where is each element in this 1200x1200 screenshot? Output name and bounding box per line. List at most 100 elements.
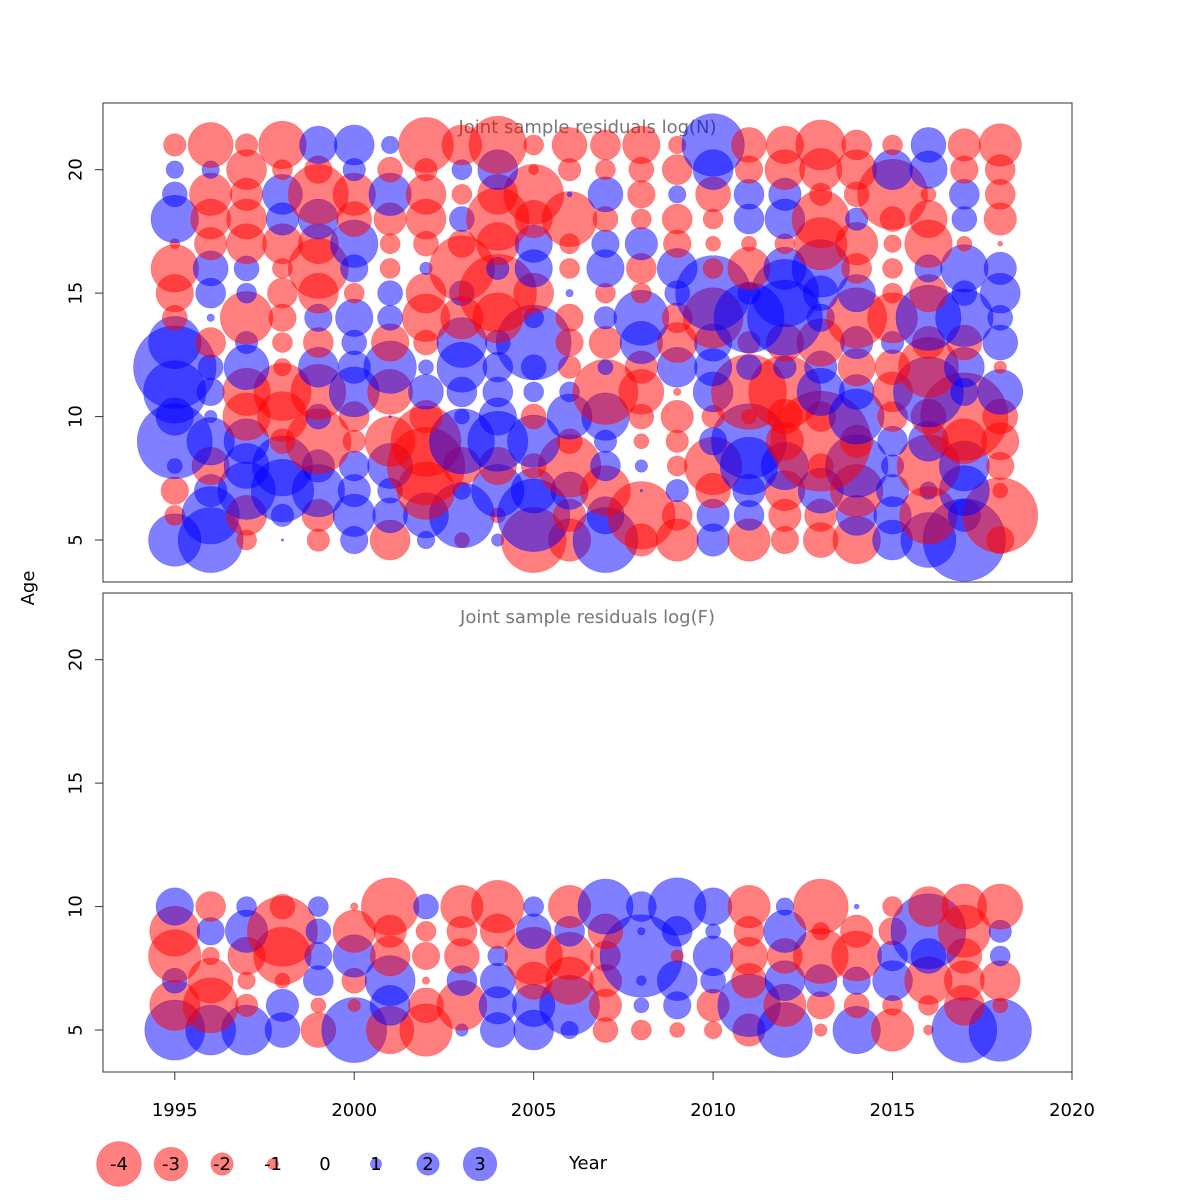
residual-bubble	[577, 878, 634, 935]
legend-label: 3	[474, 1154, 485, 1175]
residual-bubble	[305, 918, 332, 945]
residual-bubble	[920, 186, 937, 203]
residual-bubble	[379, 233, 401, 255]
legend-label: 0	[319, 1154, 330, 1175]
residual-bubble	[342, 429, 366, 453]
residual-bubble	[978, 123, 1022, 167]
residual-bubble	[265, 988, 299, 1022]
x-axis-title: Year	[568, 1153, 608, 1174]
legend-label: -4	[110, 1154, 128, 1175]
residual-bubble	[872, 149, 913, 190]
residual-bubble	[421, 976, 431, 985]
residual-bubble	[775, 897, 794, 916]
residual-bubble	[587, 176, 624, 213]
residual-bubble	[520, 403, 547, 430]
residual-bubble	[705, 923, 721, 940]
residual-bubble	[665, 479, 689, 503]
residual-bubble	[468, 115, 527, 175]
residual-bubble	[273, 358, 292, 377]
bubbles-log-f	[144, 877, 1032, 1063]
residual-bubble	[956, 235, 973, 252]
legend-bubble	[96, 1141, 142, 1187]
residual-bubble	[882, 282, 903, 304]
residual-bubble	[727, 885, 771, 929]
residual-bubble	[633, 433, 650, 450]
residual-bubble	[310, 997, 327, 1014]
residual-bubble	[795, 119, 847, 171]
residual-bubble	[853, 903, 860, 910]
residual-bubble	[566, 191, 573, 198]
residual-bubble	[201, 946, 220, 966]
residual-bubble	[673, 387, 682, 396]
residual-bubble	[949, 179, 980, 210]
residual-bubble	[882, 258, 903, 279]
y-tick-label: 20	[65, 158, 86, 181]
residual-bubble	[624, 227, 658, 261]
x-tick-label: 2015	[870, 1100, 916, 1121]
residual-bubble	[637, 927, 646, 936]
residual-bubble	[627, 180, 656, 209]
residual-bubble	[661, 203, 693, 235]
residual-bubble	[303, 965, 334, 996]
residual-bubble	[523, 381, 544, 403]
residual-bubble	[195, 891, 226, 922]
residual-bubble	[565, 289, 574, 298]
residual-bubble	[736, 354, 762, 380]
legend-label: -2	[213, 1154, 231, 1175]
residual-bubble	[910, 127, 947, 163]
residual-bubble	[704, 1020, 723, 1040]
residual-bubble	[633, 997, 650, 1014]
residual-bubble	[272, 332, 293, 353]
residual-bubble	[347, 998, 361, 1012]
residual-bubble	[161, 181, 188, 208]
legend-label: 2	[422, 1154, 433, 1175]
residual-bubble	[503, 164, 564, 225]
residual-bubble	[559, 258, 580, 279]
residual-bubble	[993, 360, 1007, 374]
residual-bubble	[631, 282, 652, 304]
residual-bubble	[841, 129, 872, 161]
residual-bubble	[377, 156, 403, 183]
y-tick-label: 10	[65, 895, 86, 918]
residual-bubble	[411, 941, 441, 971]
residual-bubble	[979, 960, 1021, 1001]
residual-bubble	[163, 133, 187, 157]
residual-bubble	[593, 306, 617, 330]
y-tick-label: 15	[65, 282, 86, 305]
residual-bubble	[236, 896, 257, 917]
residual-bubble	[303, 327, 334, 358]
residual-bubble	[551, 127, 588, 163]
residual-bubble	[454, 408, 470, 425]
panel-log-f: Joint sample residuals log(F) 5 10 15 20	[65, 592, 1073, 1073]
residual-bubble	[555, 328, 584, 357]
residual-bubble	[883, 234, 902, 253]
residual-bubble	[665, 429, 689, 453]
residual-bubble	[361, 877, 420, 936]
residual-bubble	[204, 410, 218, 424]
residual-bubble	[983, 251, 1017, 285]
y-tick-label: 15	[65, 772, 86, 795]
legend-bubble	[462, 1146, 498, 1182]
residual-bubble	[597, 359, 614, 375]
residual-bubble	[670, 949, 684, 963]
residual-bubble	[415, 920, 437, 942]
panel-frame	[102, 102, 1073, 583]
y-axis-title: Age	[18, 571, 39, 606]
residual-bubble	[280, 538, 284, 542]
y-tick-label: 10	[65, 405, 86, 428]
residual-bubble	[187, 122, 234, 168]
legend-bubble	[267, 1158, 279, 1170]
residual-bubble	[733, 179, 765, 210]
legend-label: -3	[162, 1154, 180, 1175]
residual-bubble	[668, 185, 687, 204]
residual-bubble	[661, 154, 693, 185]
residual-bubble	[155, 887, 194, 926]
panel-title: Joint sample residuals log(F)	[459, 607, 715, 628]
residual-bubble	[528, 164, 539, 175]
residual-bubble	[206, 313, 215, 322]
residual-bubble	[814, 1023, 828, 1037]
residual-bubble	[622, 125, 661, 165]
residual-bubble	[882, 134, 903, 156]
